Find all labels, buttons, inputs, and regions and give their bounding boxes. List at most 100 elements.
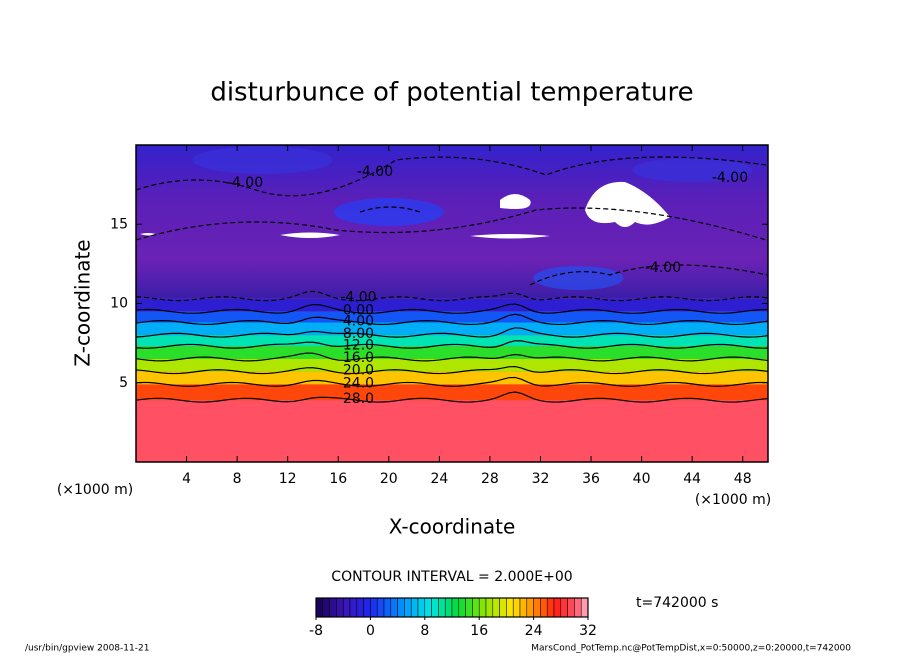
colorbar-cell [451, 597, 460, 618]
colorbar-cell [315, 597, 324, 618]
contour-label: 4.00 [343, 314, 374, 330]
colorbar-cell [329, 597, 337, 618]
field-pocket [333, 198, 444, 226]
colorbar-cell [560, 597, 568, 618]
colorbar-cell [574, 597, 582, 618]
colorbar-tick-label: 32 [579, 623, 597, 639]
colorbar-cell [322, 597, 330, 618]
colorbar-cell [512, 597, 521, 618]
contour-label: 20.0 [343, 363, 374, 379]
contour-label: 12.0 [343, 337, 374, 353]
colorbar-cell [397, 597, 405, 618]
x-tick-label: 32 [532, 471, 550, 487]
x-tick-label: 16 [329, 471, 347, 487]
colorbar-cell [349, 597, 358, 618]
contour-label: -4.00 [340, 290, 376, 306]
missing-region [140, 233, 156, 236]
x-tick-label: 36 [582, 471, 600, 487]
footer-left: /usr/bin/gpview 2008-11-21 [25, 644, 149, 654]
missing-region [585, 181, 670, 227]
x-tick-label: 12 [279, 471, 297, 487]
colorbar-cell [492, 597, 500, 618]
colorbar-cell [342, 597, 351, 618]
x-axis-title: X-coordinate [389, 515, 516, 539]
contour-label: 28.0 [343, 391, 374, 407]
colorbar-cell [465, 597, 473, 618]
y-tick-label: 15 [110, 216, 128, 232]
missing-region [470, 234, 550, 239]
contour-label: 0.00 [343, 302, 374, 318]
colorbar-cell [356, 597, 364, 618]
colorbar-cell [526, 597, 534, 618]
colorbar-cell [580, 597, 589, 618]
contour-band [136, 371, 768, 385]
contour-band [136, 358, 768, 372]
contour-label: 24.0 [343, 375, 374, 391]
colorbar-cell [404, 597, 412, 618]
colorbar-cell [499, 597, 507, 618]
contour-line [135, 376, 769, 387]
colorbar-cell [485, 597, 494, 618]
colorbar-cell [424, 597, 432, 618]
x-tick-label: 20 [380, 471, 398, 487]
x-tick-label: 40 [633, 471, 651, 487]
x-tick-label: 28 [481, 471, 499, 487]
time-label: t=742000 s [636, 595, 718, 611]
colorbar-cell [506, 597, 514, 618]
contour-line [135, 303, 769, 314]
colorbar-tick-label: -8 [309, 623, 323, 639]
x-tick-label: 48 [734, 471, 752, 487]
contour-band [136, 311, 768, 323]
field-pocket [192, 146, 333, 174]
y-tick-label: 5 [119, 375, 128, 391]
contour-band [136, 335, 768, 347]
y-tick-label: 10 [110, 296, 128, 312]
contour-line [135, 340, 769, 349]
x-unit-left: (×1000 m) [57, 482, 133, 498]
contour-label: 8.00 [343, 326, 374, 342]
colorbar-cell [553, 597, 562, 618]
colorbar-cell [410, 597, 419, 618]
colorbar-cell [376, 597, 385, 618]
colorbar-cell [431, 597, 439, 618]
contour-interval: CONTOUR INTERVAL = 2.000E+00 [331, 569, 572, 585]
upper-contour [135, 156, 767, 197]
colorbar-cell [472, 597, 480, 618]
colorbar-cell [519, 597, 528, 618]
contour-band [136, 400, 768, 462]
contour-line [135, 290, 769, 302]
contour-band [136, 384, 768, 401]
contour-line [135, 365, 769, 375]
colorbar-cell [336, 597, 344, 618]
colorbar-frame [315, 597, 589, 618]
colorbar-cell [458, 597, 466, 618]
colorbar-cell [383, 597, 392, 618]
colorbar-tick-label: 16 [470, 623, 488, 639]
colorbar-cell [390, 597, 398, 618]
colorbar-tick-label: 24 [525, 623, 543, 639]
colorbar-cell [363, 597, 371, 618]
colorbar-cell [540, 597, 548, 618]
colorbar-cell [438, 597, 446, 618]
missing-region [280, 232, 340, 238]
footer-right: MarsCond_PotTemp.nc@PotTempDist,x=0:5000… [531, 644, 851, 654]
colorbar-tick-label: 0 [366, 623, 375, 639]
colorbar-cell [546, 597, 555, 618]
x-tick-label: 4 [182, 471, 191, 487]
contour-label: -4.00 [712, 170, 748, 186]
x-tick-label: 44 [683, 471, 701, 487]
contour-line [135, 327, 769, 338]
colorbar-cell [444, 597, 453, 618]
contour-label: -4.00 [645, 260, 681, 276]
contour-line [135, 352, 769, 362]
contour-band [136, 322, 768, 336]
contour-label: -4.00 [227, 175, 263, 191]
x-unit-right: (×1000 m) [695, 492, 771, 508]
x-tick-label: 24 [430, 471, 448, 487]
field-pocket [533, 266, 624, 290]
colorbar-tick-label: 8 [420, 623, 429, 639]
y-axis-title: Z-coordinate [71, 239, 95, 366]
field-pocket [632, 158, 753, 182]
contour-label: -4.00 [357, 164, 393, 180]
plot-area: 28.024.020.016.012.08.004.000.00-4.00-4.… [135, 144, 769, 463]
